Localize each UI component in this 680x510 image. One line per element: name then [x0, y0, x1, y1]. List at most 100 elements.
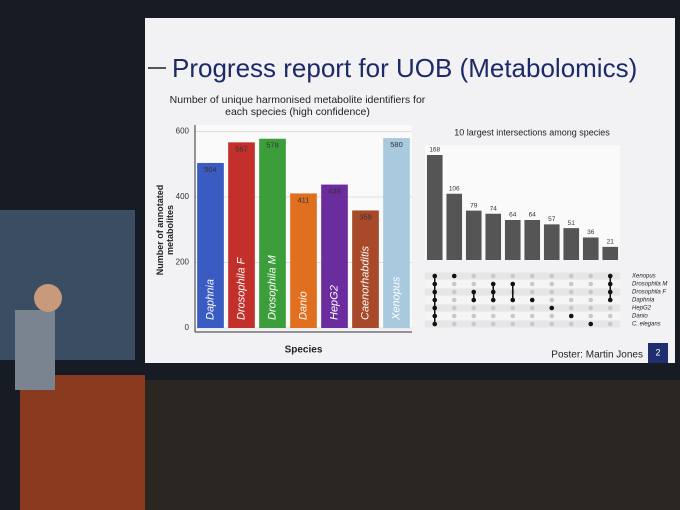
empty-dot [529, 313, 535, 319]
membership-dot [490, 297, 496, 303]
membership-dot [471, 289, 477, 295]
slide-title: Progress report for UOB (Metabolomics) [172, 53, 637, 83]
membership-dot [432, 305, 438, 311]
empty-dot [549, 273, 555, 279]
set-label: Xenopus [631, 274, 656, 280]
empty-dot [529, 305, 535, 311]
page-box [648, 343, 668, 363]
set-row [425, 296, 620, 304]
empty-dot [471, 321, 477, 327]
bar [290, 193, 317, 328]
value-label: 411 [298, 195, 310, 204]
empty-dot [510, 305, 516, 311]
set-row [425, 280, 620, 288]
page-number: 2 [655, 347, 660, 357]
membership-dot [432, 321, 438, 327]
membership-dot [432, 297, 438, 303]
category-label: Xenopus [390, 276, 402, 321]
value-label: 580 [390, 140, 403, 149]
value-label: 51 [568, 220, 576, 227]
bar-title: Number of unique harmonised metabolite i… [169, 94, 426, 118]
value-label: 168 [429, 147, 440, 154]
empty-dot [568, 321, 574, 327]
membership-dot [510, 297, 516, 303]
value-label: 106 [449, 185, 460, 192]
y-tick-label: 200 [176, 258, 190, 267]
membership-dot [607, 289, 613, 295]
value-label: 36 [587, 229, 595, 236]
empty-dot [529, 321, 535, 327]
empty-dot [451, 289, 457, 295]
y-axis-label: Number of annotated metabolites [155, 184, 175, 276]
set-label: C. elegans [632, 322, 661, 328]
empty-dot [490, 313, 496, 319]
membership-dot [471, 297, 477, 303]
value-label: 504 [204, 165, 217, 174]
empty-dot [451, 297, 457, 303]
empty-dot [451, 313, 457, 319]
value-label: 438 [328, 187, 341, 196]
intersection-bar [602, 246, 619, 260]
empty-dot [568, 289, 574, 295]
empty-dot [549, 321, 555, 327]
membership-dot [607, 297, 613, 303]
empty-dot [607, 313, 613, 319]
set-label: Drosophila M [632, 282, 667, 288]
set-row [425, 304, 620, 312]
empty-dot [588, 281, 594, 287]
value-label: 64 [509, 212, 517, 219]
category-label: Drosophila M [266, 254, 278, 320]
bar [197, 162, 224, 328]
value-label: 359 [359, 212, 372, 221]
value-label: 64 [529, 212, 537, 219]
intersection-bar [485, 213, 502, 260]
set-label: HepG2 [632, 306, 652, 312]
membership-dot [432, 289, 438, 295]
empty-dot [510, 321, 516, 327]
intersection-bar [563, 228, 580, 260]
category-label: Caenorhabditis [359, 246, 371, 320]
intersection-bar [465, 210, 482, 260]
set-label: Drosophila F [632, 290, 666, 296]
intersection-bar [543, 224, 560, 260]
empty-dot [549, 289, 555, 295]
upset-title: 10 largest intersections among species [454, 127, 610, 137]
membership-dot [588, 321, 594, 327]
empty-dot [510, 313, 516, 319]
empty-dot [510, 273, 516, 279]
category-label: Drosophila F [235, 256, 247, 320]
value-label: 578 [266, 141, 279, 150]
empty-dot [568, 273, 574, 279]
membership-dot [568, 313, 574, 319]
stage [140, 380, 680, 510]
membership-dot [607, 281, 613, 287]
set-row [425, 288, 620, 296]
speaker [15, 310, 55, 390]
empty-dot [549, 281, 555, 287]
empty-dot [451, 281, 457, 287]
empty-dot [549, 313, 555, 319]
empty-dot [451, 305, 457, 311]
intersection-bar [426, 155, 443, 260]
empty-dot [568, 281, 574, 287]
y-tick-label: 0 [185, 323, 190, 332]
set-row [425, 272, 620, 280]
category-label: HepG2 [328, 285, 340, 320]
empty-dot [607, 321, 613, 327]
empty-dot [471, 273, 477, 279]
empty-dot [568, 305, 574, 311]
category-label: Danio [297, 291, 309, 320]
empty-dot [529, 281, 535, 287]
intersection-bar [504, 220, 521, 260]
empty-dot [529, 289, 535, 295]
y-tick-label: 600 [176, 127, 190, 136]
empty-dot [471, 313, 477, 319]
membership-dot [607, 273, 613, 279]
empty-dot [471, 281, 477, 287]
bar [352, 210, 379, 328]
x-axis-label: Species [285, 345, 323, 356]
intersection-bar [446, 193, 463, 260]
footer: Poster: Martin Jones [551, 350, 643, 361]
empty-dot [568, 297, 574, 303]
